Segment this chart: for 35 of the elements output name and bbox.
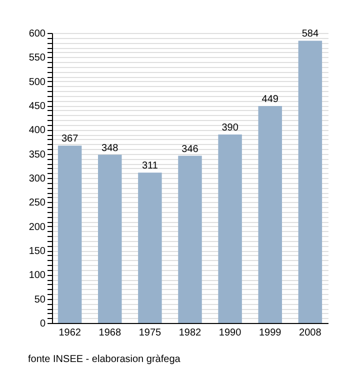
bar	[178, 156, 202, 323]
x-tick-label: 1999	[258, 328, 282, 338]
y-tick-label: 250	[28, 198, 46, 209]
data-label: 348	[102, 142, 119, 154]
y-tick-label: 600	[28, 28, 46, 40]
y-tick-label: 0	[40, 318, 46, 330]
data-label: 584	[302, 28, 319, 40]
y-tick-label: 500	[28, 76, 46, 88]
x-tick-label: 2008	[299, 328, 322, 338]
x-tick-label: 1990	[218, 328, 242, 338]
data-label: 449	[262, 94, 279, 105]
source-note: fonte INSEE - elaborasion gràfega	[28, 354, 180, 365]
bar	[58, 146, 82, 323]
y-tick-label: 100	[28, 270, 46, 282]
data-label: 367	[61, 134, 79, 145]
y-tick-label: 200	[28, 222, 46, 233]
y-tick-label: 450	[28, 101, 46, 112]
y-tick-label: 300	[28, 174, 46, 184]
data-label: 390	[222, 122, 239, 134]
bar	[258, 106, 282, 323]
bar	[218, 134, 242, 323]
data-label: 346	[182, 144, 199, 155]
bar	[298, 40, 322, 323]
y-tick-label: 400	[28, 125, 46, 136]
y-tick-label: 550	[28, 52, 46, 64]
x-tick-label: 1968	[98, 328, 122, 338]
bar	[98, 154, 122, 323]
data-label: 311	[142, 160, 158, 172]
x-tick-label: 1982	[178, 328, 202, 338]
y-tick-label: 150	[28, 246, 46, 257]
x-tick-label: 1962	[58, 328, 82, 338]
bar	[138, 172, 162, 323]
x-tick-label: 1975	[138, 328, 162, 338]
y-tick-label: 350	[28, 149, 46, 160]
y-tick-label: 50	[34, 294, 46, 306]
